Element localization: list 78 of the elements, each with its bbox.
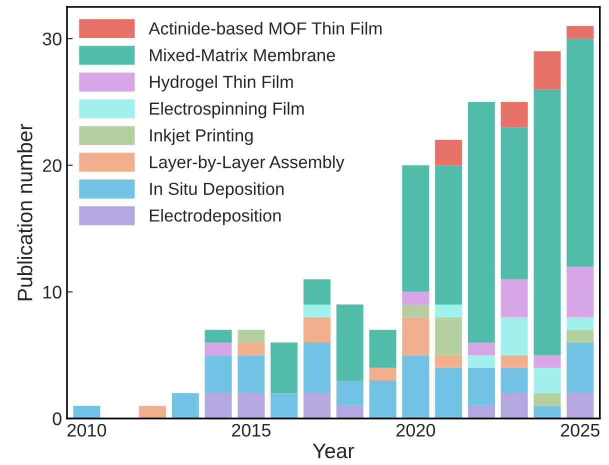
legend-label: Layer-by-Layer Assembly <box>150 156 344 172</box>
bar <box>500 102 528 128</box>
bar <box>435 304 462 318</box>
x-tick-label: 2025 <box>560 424 600 437</box>
bar <box>369 380 396 418</box>
bar <box>435 165 462 305</box>
bar <box>402 317 430 356</box>
bar <box>303 317 330 343</box>
bar <box>566 342 594 394</box>
x-axis-title: Year <box>312 444 354 458</box>
bar <box>468 406 495 418</box>
bar <box>500 127 528 280</box>
bar <box>435 317 462 356</box>
bar <box>566 317 594 330</box>
bar <box>468 342 495 356</box>
bar <box>566 330 594 343</box>
bar <box>500 393 528 418</box>
bar <box>204 330 232 343</box>
bar <box>204 355 232 394</box>
bar <box>336 380 364 406</box>
bar <box>534 406 561 418</box>
bar <box>566 38 594 267</box>
x-tick-label: 2015 <box>232 424 271 437</box>
bar <box>402 165 430 292</box>
bar <box>172 393 199 418</box>
y-axis-title: Publication number <box>17 124 32 300</box>
bar <box>566 26 594 39</box>
bar <box>500 355 528 368</box>
bar <box>500 279 528 318</box>
bar <box>534 355 561 368</box>
x-tick-label: 2010 <box>68 424 106 437</box>
bar <box>435 355 462 368</box>
bar <box>336 406 364 418</box>
bar <box>435 368 462 418</box>
legend-label: Inkjet Printing <box>150 128 253 145</box>
bar <box>270 393 298 418</box>
bar <box>369 368 396 381</box>
legend-label: Hydrogel Thin Film <box>150 75 293 92</box>
y-tick-label: 20 <box>42 159 62 172</box>
y-tick-label: 10 <box>43 286 62 299</box>
bar <box>303 342 330 394</box>
bar <box>566 266 594 318</box>
bar <box>500 317 528 356</box>
bar <box>369 330 396 368</box>
legend-label: Electrodeposition <box>150 208 281 226</box>
bar <box>238 330 265 343</box>
bar <box>468 368 495 406</box>
bar <box>566 393 594 418</box>
legend-label: Actinide-based MOF Thin Film <box>148 22 382 35</box>
bar <box>402 304 430 318</box>
bar <box>238 342 265 356</box>
bar <box>435 140 462 166</box>
bar <box>534 368 561 394</box>
bar <box>468 355 495 368</box>
bar <box>402 292 430 305</box>
bar <box>238 393 265 418</box>
x-tick-label: 2020 <box>396 424 436 437</box>
bar <box>204 393 232 418</box>
y-tick-label: 0 <box>52 412 62 426</box>
bar <box>139 406 166 418</box>
y-tick-label: 30 <box>42 32 62 46</box>
legend-label: Mixed-Matrix Membrane <box>150 48 335 62</box>
bar <box>402 355 430 418</box>
bar <box>303 393 330 418</box>
bar <box>303 304 330 318</box>
bar <box>534 89 561 356</box>
bar <box>534 51 561 90</box>
bar <box>73 406 100 418</box>
bar <box>303 279 330 305</box>
bar <box>468 102 495 343</box>
legend-label: In Situ Deposition <box>150 182 284 198</box>
bar <box>500 368 528 394</box>
bar <box>204 342 232 356</box>
bar <box>238 355 265 394</box>
bar <box>270 342 298 394</box>
bar <box>534 393 561 406</box>
bar <box>336 304 364 381</box>
legend-label: Electrospinning Film <box>150 102 304 118</box>
